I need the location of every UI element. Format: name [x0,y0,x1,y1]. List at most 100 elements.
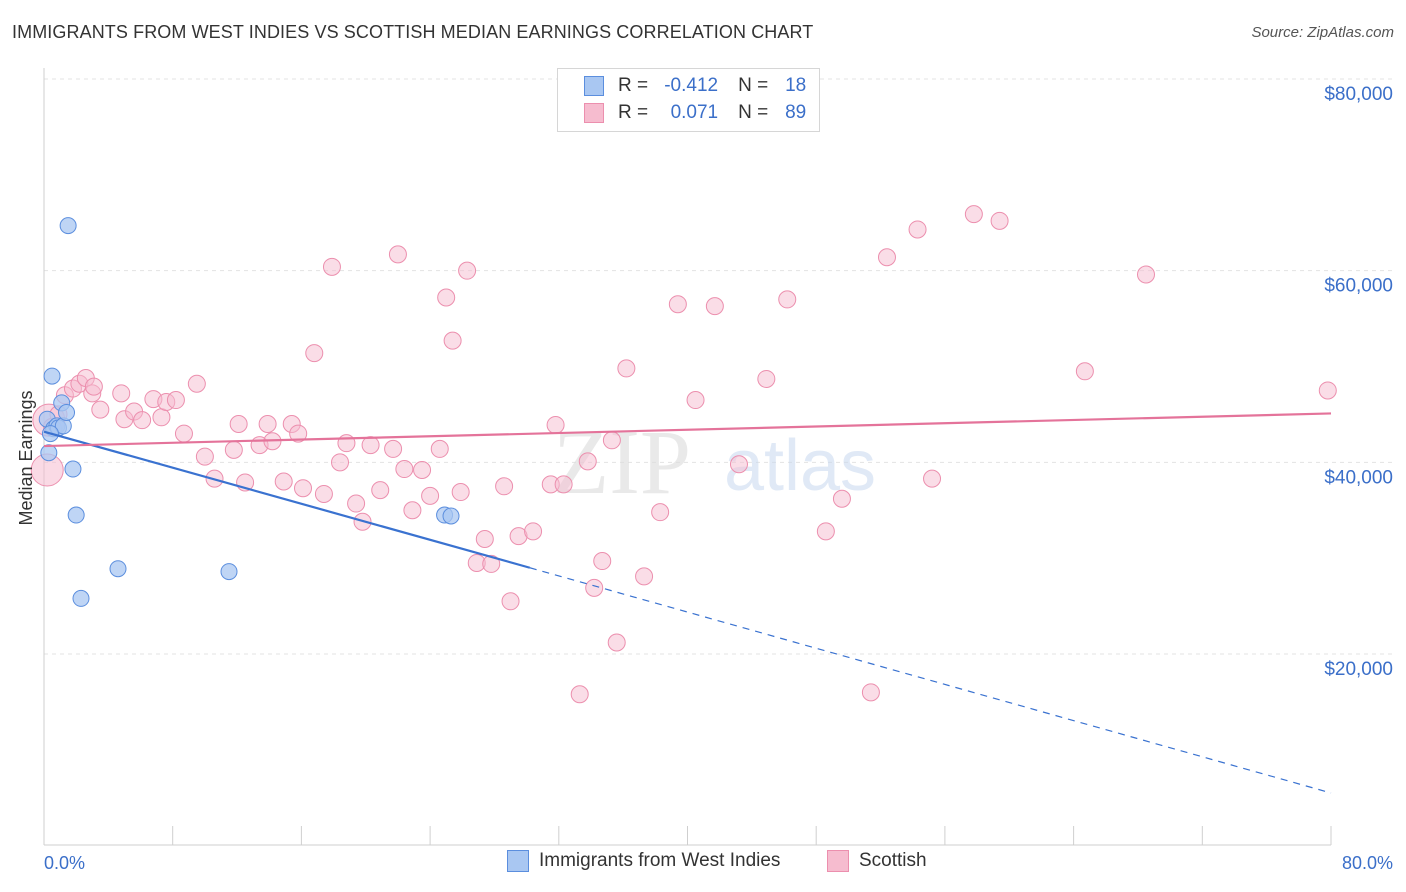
watermark-zip: ZIP [553,411,691,513]
scottish-point [289,424,308,443]
scottish-point [443,331,462,350]
watermark-atlas: atlas [724,426,876,506]
bottom-legend-label: Immigrants from West Indies [539,850,781,871]
scottish-point [294,479,313,498]
scottish-point [475,530,494,548]
scottish-point [1075,362,1094,381]
scottish-point [322,257,341,276]
scottish-point [331,453,350,472]
scottish-point [384,439,403,458]
scottish-points [30,205,1337,704]
scottish-point [593,552,612,571]
scottish-point [635,567,654,586]
scottish-point [112,384,131,403]
scottish-point [395,460,414,479]
y-tick-label: $20,000 [1324,659,1393,680]
west-indies-trend-extension [529,567,1332,794]
scottish-point [403,501,422,520]
scottish-point [524,522,543,541]
y-axis-label: Median Earnings [16,390,36,525]
scottish-point [757,369,776,388]
gridlines [44,78,1392,655]
scottish-point [554,475,573,494]
scottish-point [1136,265,1155,284]
scottish-point [729,455,748,474]
scottish-point [195,447,214,466]
scottish-point [458,261,477,280]
x-axis-min-label: 0.0% [44,853,85,873]
legend-r-label: R = [618,75,649,96]
west-indies-point [67,506,85,524]
scottish-point [361,436,380,455]
y-tick-labels: $20,000 $40,000 $60,000 $80,000 [1324,84,1393,680]
scottish-point [84,377,103,396]
west-indies-point [58,404,76,421]
scottish-point [152,408,171,427]
west-indies-point [442,507,460,525]
source-credit: Source: ZipAtlas.com [1251,24,1394,41]
scottish-point [133,411,152,430]
bottom-legend-label: Scottish [859,850,927,871]
legend-r-value: -0.412 [664,75,719,96]
legend-n-label: N = [738,102,769,123]
scottish-point [187,374,206,393]
scottish-point [832,489,851,508]
scottish-point [388,245,407,264]
y-tick-label: $40,000 [1324,467,1393,488]
legend-r-label: R = [618,102,649,123]
scottish-point [229,415,248,433]
scottish-point [686,391,705,410]
scottish-point [482,554,501,573]
scottish-point [964,205,983,224]
scottish-point [668,295,687,314]
scottish-point [861,683,880,702]
scottish-point [602,431,621,450]
scottish-point [451,483,470,502]
scottish-point [347,494,366,513]
scottish-point [258,415,277,433]
scottish-point [495,477,514,496]
y-tick-label: $60,000 [1324,276,1393,297]
west-indies-point [43,367,61,385]
west-indies-points [38,217,460,607]
west-indies-point [220,563,238,581]
scottish-point [546,415,565,434]
scottish-point [651,503,670,522]
legend-row-west-indies: R = -0.412 N = 18 [584,74,806,98]
legend-swatch-pink [584,103,604,123]
bottom-legend-swatch-pink [827,850,849,872]
scottish-point [91,400,110,419]
west-indies-trend-line [43,430,531,569]
bottom-legend-swatch-blue [507,850,529,872]
legend-n-value: 18 [785,75,807,96]
y-tick-label: $80,000 [1324,84,1393,105]
bottom-legend-west-indies: Immigrants from West Indies [507,850,780,872]
scottish-point [305,344,324,363]
scottish-point [274,472,293,491]
scottish-point [224,440,243,459]
scottish-point [778,290,797,309]
legend-n-value: 89 [785,102,807,123]
scottish-point [877,248,896,267]
scottish-point [174,424,193,443]
scottish-point [570,685,589,704]
scottish-point [437,288,456,307]
scottish-point [585,578,604,597]
x-axis-max-label: 80.0% [1342,853,1393,873]
scottish-point [430,439,449,458]
scottish-point [314,484,333,503]
scottish-point [501,592,520,611]
bottom-legend-scottish: Scottish [827,850,927,872]
scottish-point [1318,381,1337,400]
west-indies-point [109,560,127,578]
legend-swatch-blue [584,76,604,96]
west-indies-point [59,217,77,235]
scottish-point [908,220,927,239]
scottish-point [705,297,724,316]
legend-row-scottish: R = 0.071 N = 89 [584,101,806,125]
scottish-point [607,633,626,652]
scottish-point [578,452,597,471]
west-indies-point [72,589,90,607]
scottish-point [923,469,942,488]
